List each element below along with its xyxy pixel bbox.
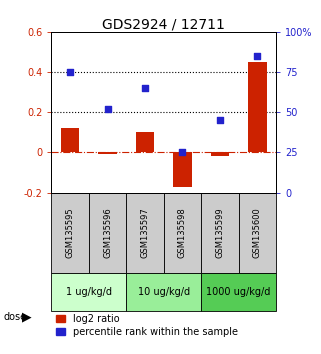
Bar [164,193,201,273]
Text: 1000 ug/kg/d: 1000 ug/kg/d [206,287,271,297]
Bar [51,193,89,273]
Text: 10 ug/kg/d: 10 ug/kg/d [138,287,190,297]
Text: dose: dose [3,312,26,322]
Point [67,69,73,75]
Text: GSM135595: GSM135595 [65,207,74,258]
Text: 1 ug/kg/d: 1 ug/kg/d [66,287,112,297]
Bar [201,193,239,273]
Point [217,118,222,123]
Text: GSM135599: GSM135599 [215,207,224,258]
Title: GDS2924 / 12711: GDS2924 / 12711 [102,18,225,32]
Bar [211,153,229,156]
Bar [239,193,276,273]
Bar [173,153,192,187]
Text: GSM135597: GSM135597 [141,207,150,258]
Bar [126,193,164,273]
Point [105,106,110,112]
Text: GSM135598: GSM135598 [178,207,187,258]
Point [180,150,185,155]
Bar [135,132,154,153]
Bar [61,129,79,153]
Bar [51,273,126,311]
Text: GSM135596: GSM135596 [103,207,112,258]
Bar [201,273,276,311]
Point [143,85,148,91]
Point [255,53,260,59]
Text: ▶: ▶ [22,310,31,323]
Text: GSM135600: GSM135600 [253,207,262,258]
Bar [89,193,126,273]
Legend: log2 ratio, percentile rank within the sample: log2 ratio, percentile rank within the s… [56,314,238,337]
Bar [98,153,117,154]
Bar [126,273,201,311]
Bar [248,62,267,153]
